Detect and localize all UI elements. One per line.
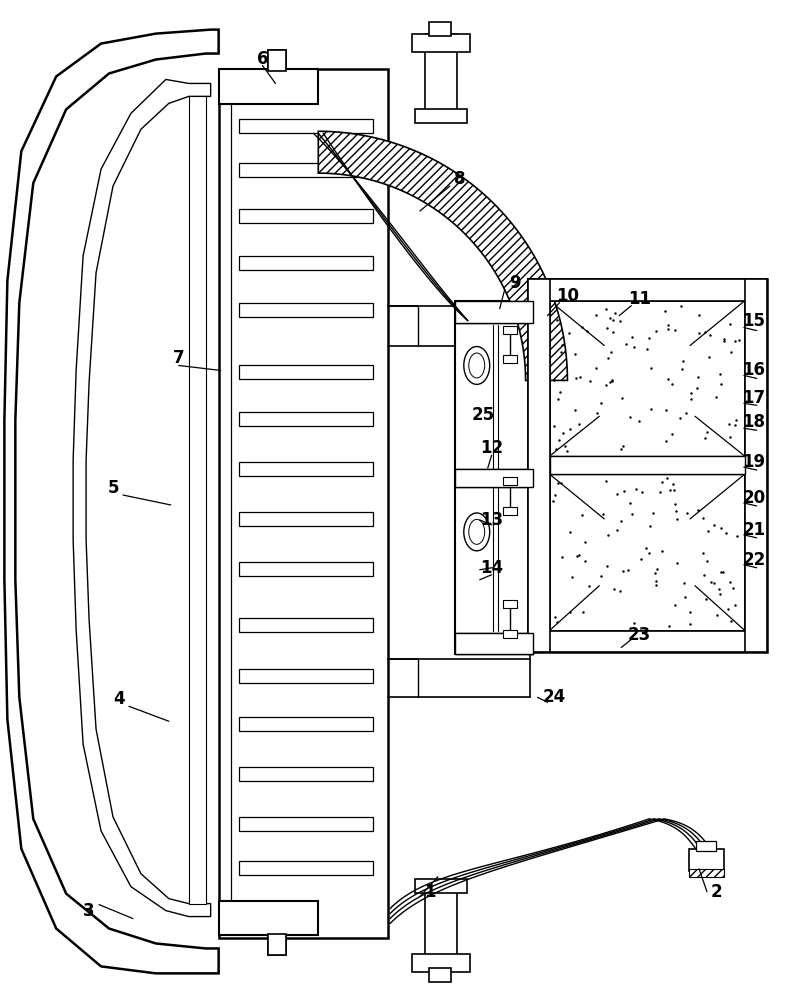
Text: 12: 12: [480, 439, 503, 457]
Bar: [218, 69, 318, 104]
Ellipse shape: [464, 347, 489, 384]
Bar: [502, 326, 517, 334]
Bar: [455, 633, 532, 654]
Bar: [239, 412, 373, 426]
Text: 11: 11: [628, 290, 650, 308]
Polygon shape: [188, 96, 205, 904]
Text: 1: 1: [424, 883, 436, 901]
Bar: [549, 456, 745, 474]
Text: 7: 7: [173, 349, 184, 367]
Text: 2: 2: [711, 883, 722, 901]
Text: 6: 6: [256, 50, 269, 68]
Bar: [527, 631, 767, 652]
Bar: [239, 717, 373, 731]
Polygon shape: [318, 131, 567, 380]
Bar: [239, 767, 373, 781]
Bar: [425, 34, 457, 113]
Bar: [239, 562, 373, 576]
Text: 13: 13: [480, 511, 503, 529]
Text: 14: 14: [480, 559, 503, 577]
Bar: [218, 901, 318, 935]
Polygon shape: [73, 79, 210, 917]
Bar: [239, 618, 373, 632]
Bar: [527, 279, 767, 301]
Bar: [269, 50, 286, 71]
Bar: [745, 279, 767, 652]
Bar: [239, 163, 373, 177]
Text: 25: 25: [471, 406, 494, 424]
Text: 19: 19: [742, 453, 765, 471]
Polygon shape: [4, 30, 218, 973]
Bar: [502, 507, 517, 515]
Bar: [455, 301, 532, 323]
Bar: [239, 669, 373, 683]
Bar: [429, 968, 451, 982]
Text: 18: 18: [743, 413, 765, 431]
Text: 3: 3: [83, 902, 95, 920]
Bar: [527, 279, 549, 652]
Bar: [412, 34, 470, 52]
Bar: [455, 469, 532, 487]
Bar: [502, 477, 517, 485]
Bar: [218, 901, 318, 935]
Text: 4: 4: [113, 690, 125, 708]
Bar: [689, 849, 724, 871]
Bar: [239, 256, 373, 270]
Bar: [502, 355, 517, 363]
Bar: [239, 462, 373, 476]
Bar: [455, 301, 532, 323]
Bar: [239, 861, 373, 875]
Bar: [218, 69, 388, 938]
Bar: [696, 841, 716, 851]
Text: 21: 21: [742, 521, 765, 539]
Bar: [425, 891, 457, 970]
Bar: [455, 469, 532, 487]
Text: 10: 10: [556, 287, 579, 305]
Bar: [527, 631, 767, 652]
Text: 23: 23: [628, 626, 650, 644]
Bar: [239, 817, 373, 831]
Bar: [502, 600, 517, 608]
Bar: [269, 50, 286, 71]
Bar: [429, 22, 451, 36]
Bar: [455, 633, 532, 654]
Ellipse shape: [464, 513, 489, 551]
Bar: [455, 301, 532, 654]
Bar: [218, 69, 318, 104]
Bar: [239, 209, 373, 223]
Bar: [527, 279, 767, 301]
Bar: [415, 109, 467, 123]
Bar: [527, 279, 767, 652]
Text: 20: 20: [742, 489, 765, 507]
Text: 17: 17: [742, 389, 765, 407]
Bar: [549, 456, 745, 474]
Bar: [412, 954, 470, 972]
Text: 5: 5: [108, 479, 119, 497]
Text: 16: 16: [743, 361, 765, 379]
Bar: [745, 279, 767, 652]
Ellipse shape: [468, 519, 485, 544]
Text: 9: 9: [509, 274, 520, 292]
Text: 22: 22: [742, 551, 765, 569]
Bar: [239, 303, 373, 317]
Bar: [239, 365, 373, 379]
Bar: [415, 879, 467, 893]
Bar: [269, 934, 286, 955]
Bar: [689, 869, 724, 877]
Ellipse shape: [468, 353, 485, 378]
Bar: [269, 934, 286, 955]
Text: 15: 15: [743, 312, 765, 330]
Bar: [527, 279, 549, 652]
Text: 8: 8: [454, 170, 465, 188]
Text: 24: 24: [543, 688, 566, 706]
Bar: [502, 630, 517, 638]
Bar: [239, 512, 373, 526]
Bar: [239, 119, 373, 133]
